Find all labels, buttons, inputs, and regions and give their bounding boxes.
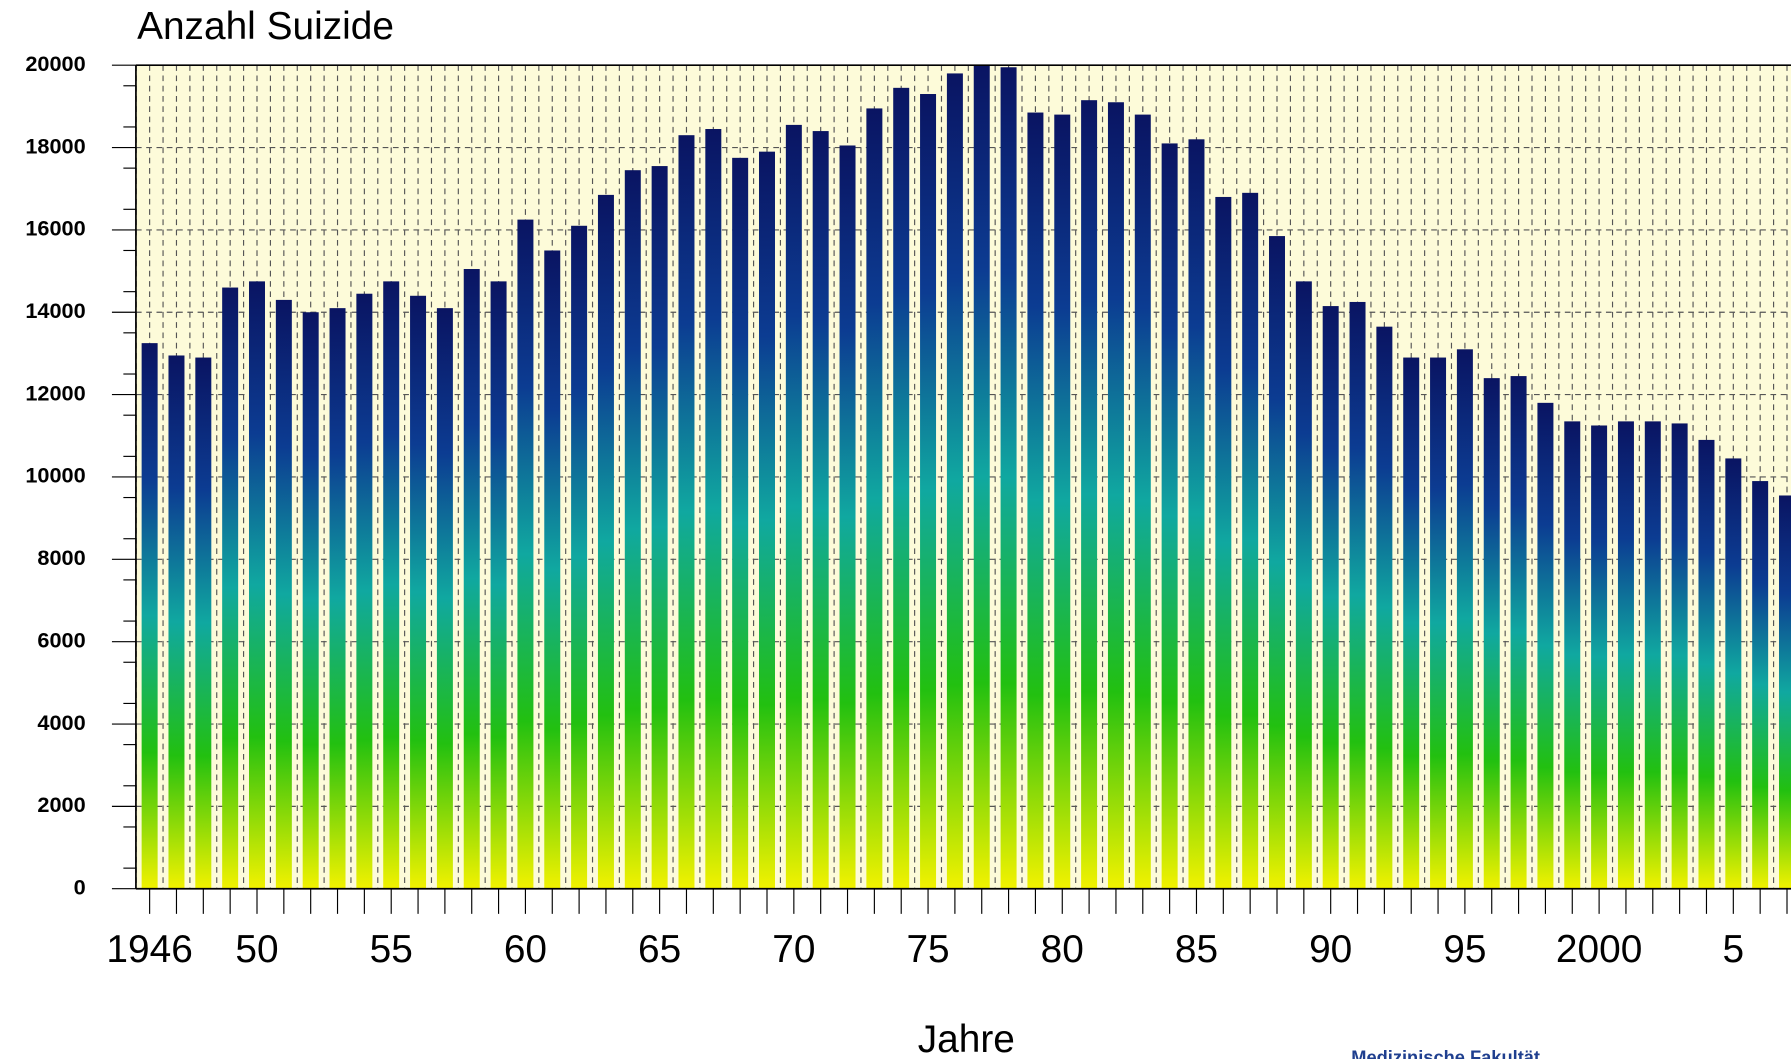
- bar: [1483, 378, 1500, 889]
- bar: [678, 135, 695, 889]
- bar: [302, 312, 319, 889]
- bar: [195, 357, 212, 889]
- bar: [544, 250, 561, 889]
- bar: [1725, 458, 1742, 889]
- bar: [1349, 301, 1366, 889]
- bar: [1161, 143, 1178, 889]
- bar: [571, 225, 588, 889]
- bar: [1376, 326, 1393, 889]
- y-tick-label: 12000: [25, 380, 85, 405]
- y-tick-label: 16000: [25, 216, 85, 241]
- x-axis-label: Jahre: [918, 1018, 1015, 1059]
- bar: [1188, 139, 1205, 889]
- y-tick-label: 0: [74, 874, 86, 899]
- bar: [1537, 402, 1554, 889]
- bar: [1000, 67, 1017, 889]
- x-tick-label: 85: [1175, 928, 1218, 971]
- bar: [1671, 423, 1688, 889]
- x-tick-label: 55: [370, 928, 413, 971]
- x-tick-label: 65: [638, 928, 681, 971]
- bar: [517, 219, 534, 889]
- x-tick-label: 60: [504, 928, 547, 971]
- bar: [410, 295, 427, 889]
- x-tick-label: 2000: [1556, 928, 1642, 971]
- bar: [759, 151, 775, 889]
- bar: [1242, 192, 1259, 889]
- bar: [812, 131, 829, 889]
- bar: [1456, 349, 1473, 889]
- bar: [222, 287, 239, 889]
- bar: [651, 166, 668, 889]
- bar: [1295, 281, 1312, 889]
- bar: [168, 355, 185, 889]
- bar: [490, 281, 507, 889]
- bar: [1269, 236, 1285, 889]
- bar: [839, 145, 856, 889]
- bar: [1617, 421, 1634, 889]
- x-tick-label: 1946: [106, 928, 192, 971]
- bar: [356, 293, 373, 889]
- bar: [785, 124, 802, 889]
- y-tick-label: 8000: [37, 545, 85, 570]
- y-tick-label: 2000: [37, 792, 85, 817]
- bar: [732, 157, 749, 889]
- y-tick-label: 4000: [37, 710, 85, 735]
- x-tick-label: 75: [906, 928, 949, 971]
- bar: [275, 299, 292, 889]
- bar: [597, 194, 614, 889]
- bar: [383, 281, 400, 889]
- bar: [624, 170, 641, 889]
- bar: [1510, 376, 1527, 889]
- footer: Medizinische Fakultät: [1351, 1047, 1540, 1059]
- bar: [705, 129, 722, 889]
- bar: [1591, 425, 1608, 889]
- y-tick-label: 20000: [25, 51, 85, 76]
- x-tick-label: 5: [1723, 928, 1745, 971]
- x-tick-label: 50: [235, 928, 278, 971]
- bar: [463, 269, 480, 889]
- x-tick-label: 80: [1041, 928, 1084, 971]
- bar: [1644, 421, 1661, 889]
- bar: [1054, 114, 1071, 889]
- bar: [920, 94, 937, 889]
- bar: [1403, 357, 1420, 889]
- x-tick-label: 90: [1309, 928, 1352, 971]
- bar: [249, 281, 265, 889]
- bar: [141, 343, 158, 889]
- y-tick-label: 14000: [25, 298, 85, 323]
- bar: [946, 73, 963, 889]
- bar: [1081, 100, 1098, 889]
- y-tick-label: 10000: [25, 463, 85, 488]
- bar: [1779, 495, 1791, 889]
- y-tick-label: 6000: [37, 627, 85, 652]
- chart-title: Anzahl Suizide: [137, 5, 394, 48]
- bar: [1107, 102, 1124, 889]
- bar: [1430, 357, 1447, 889]
- bar: [1027, 112, 1044, 889]
- bar: [866, 108, 883, 889]
- bar: [1322, 306, 1339, 889]
- x-tick-label: 70: [772, 928, 815, 971]
- bar: [893, 87, 910, 889]
- bar: [973, 65, 990, 889]
- bar: [436, 308, 453, 889]
- bar: [1752, 481, 1769, 889]
- bar: [1564, 421, 1581, 889]
- x-tick-label: 95: [1443, 928, 1486, 971]
- bar: [1698, 439, 1715, 889]
- bar: [1134, 114, 1151, 889]
- bar: [1215, 196, 1232, 889]
- y-tick-label: 18000: [25, 133, 85, 158]
- bar: [329, 308, 346, 889]
